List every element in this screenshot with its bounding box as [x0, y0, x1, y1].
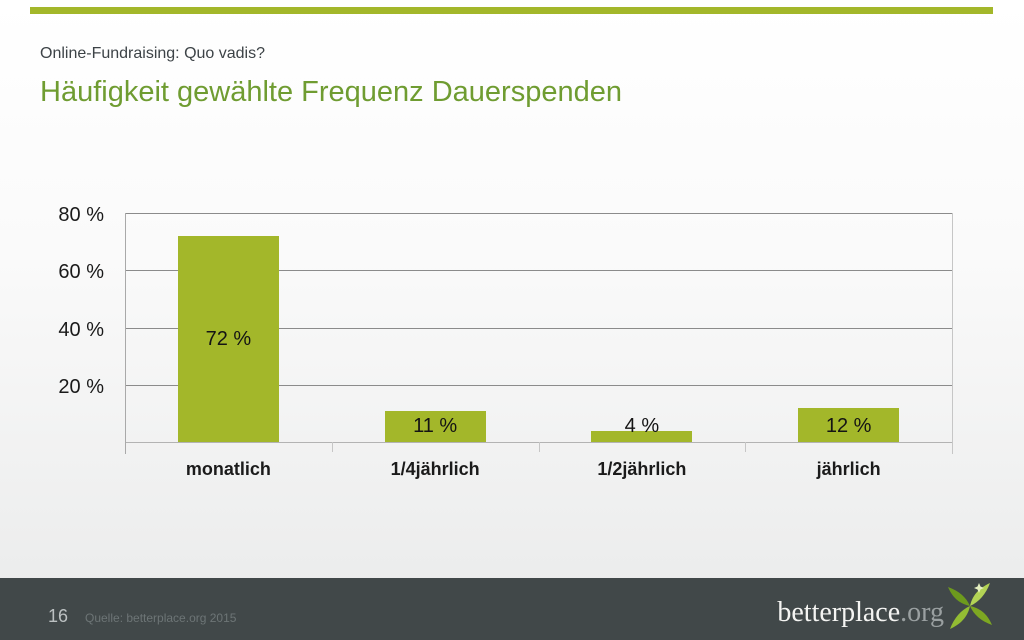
- x-axis-tick: [745, 442, 747, 452]
- bar-chart: 80 % 60 % 40 % 20 % 72 % monatlich 11 % 1/4jähr…: [58, 204, 953, 479]
- x-axis-label-jährlich: jährlich: [816, 459, 881, 479]
- gridline-20: [125, 384, 952, 386]
- bar-jährlich: [798, 407, 900, 442]
- y-axis-label-20: 20 %: [58, 375, 104, 398]
- source-note: Quelle: betterplace.org 2015: [85, 611, 237, 625]
- bar-value-label-monatlich: 72 %: [205, 327, 252, 350]
- x-axis-tick: [331, 442, 333, 452]
- bar-monatlich: [177, 235, 279, 442]
- y-axis-label-80: 80 %: [58, 204, 104, 226]
- y-axis-line: [125, 213, 126, 454]
- bar-1/2jährlich: [591, 430, 693, 442]
- logo-org-suffix: .org: [900, 597, 944, 628]
- x-axis-label-monatlich: monatlich: [185, 459, 271, 479]
- x-axis-tick: [538, 442, 540, 452]
- y-axis-label-60: 60 %: [58, 261, 104, 284]
- x-axis-label-1/2jährlich: 1/2jährlich: [597, 459, 687, 479]
- logo-betterplace: betterplace: [777, 597, 901, 628]
- gridline-80: [125, 213, 952, 214]
- slide-title: Häufigkeit gewählte Frequenz Dauerspende…: [40, 76, 622, 108]
- logo-wordmark: betterplace.org: [777, 597, 944, 629]
- gridline-40: [125, 327, 952, 329]
- footer-bar: 16 Quelle: betterplace.org 2015 betterpl…: [0, 578, 1024, 640]
- bar-value-label-jährlich: 12 %: [825, 415, 872, 437]
- slide-subtitle: Online-Fundraising: Quo vadis?: [40, 45, 266, 62]
- bar-value-label-1/4jährlich: 11 %: [413, 415, 458, 437]
- page-number: 16: [48, 606, 69, 626]
- bar-1/4jährlich: [384, 410, 486, 442]
- pinwheel-icon: [948, 583, 992, 629]
- plot-right-border: [952, 213, 953, 454]
- gridline-60: [125, 270, 952, 272]
- y-axis-label-40: 40 %: [58, 318, 104, 341]
- bar-value-label-1/2jährlich: 4 %: [624, 415, 660, 437]
- x-axis-label-1/4jährlich: 1/4jährlich: [390, 459, 480, 479]
- top-accent-bar: [30, 7, 993, 14]
